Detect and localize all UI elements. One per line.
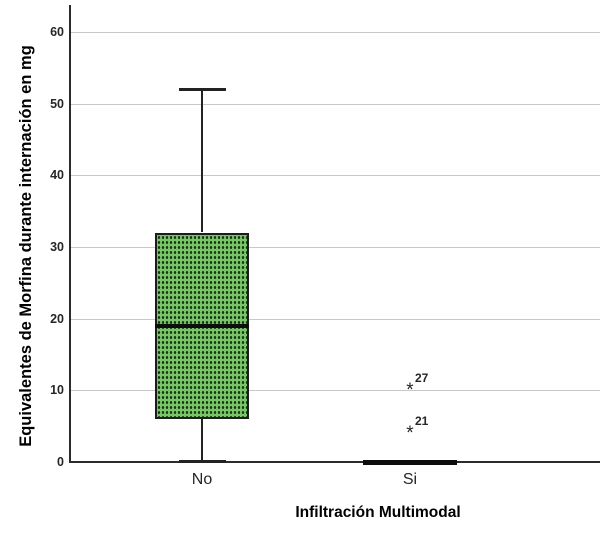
outlier-case-label: 27	[415, 371, 429, 385]
category-label: No	[191, 471, 213, 488]
outlier-marker: *	[406, 380, 414, 401]
whisker-lower	[201, 419, 203, 462]
x-axis-title: Infiltración Multimodal	[295, 504, 461, 521]
y-tick-label: 50	[50, 97, 64, 111]
y-tick-label: 60	[50, 25, 64, 39]
gridline	[70, 104, 600, 105]
whisker-upper	[201, 89, 203, 232]
x-axis-line	[69, 461, 600, 463]
collapsed-box-line	[363, 460, 457, 465]
outlier-marker: *	[406, 423, 414, 444]
y-tick-label: 20	[50, 312, 64, 326]
y-tick-label: 40	[50, 168, 64, 182]
gridline	[70, 319, 600, 320]
median-line	[155, 324, 249, 328]
category-label: Si	[402, 471, 418, 488]
y-tick-label: 10	[50, 383, 64, 397]
whisker-cap-bottom	[179, 460, 226, 463]
y-tick-label: 0	[57, 455, 64, 469]
y-tick-label: 30	[50, 240, 64, 254]
gridline	[70, 390, 600, 391]
gridline	[70, 32, 600, 33]
y-axis-line	[69, 5, 71, 462]
gridline	[70, 247, 600, 248]
outlier-case-label: 21	[415, 414, 429, 428]
gridline	[70, 175, 600, 176]
whisker-cap-top	[179, 88, 226, 91]
